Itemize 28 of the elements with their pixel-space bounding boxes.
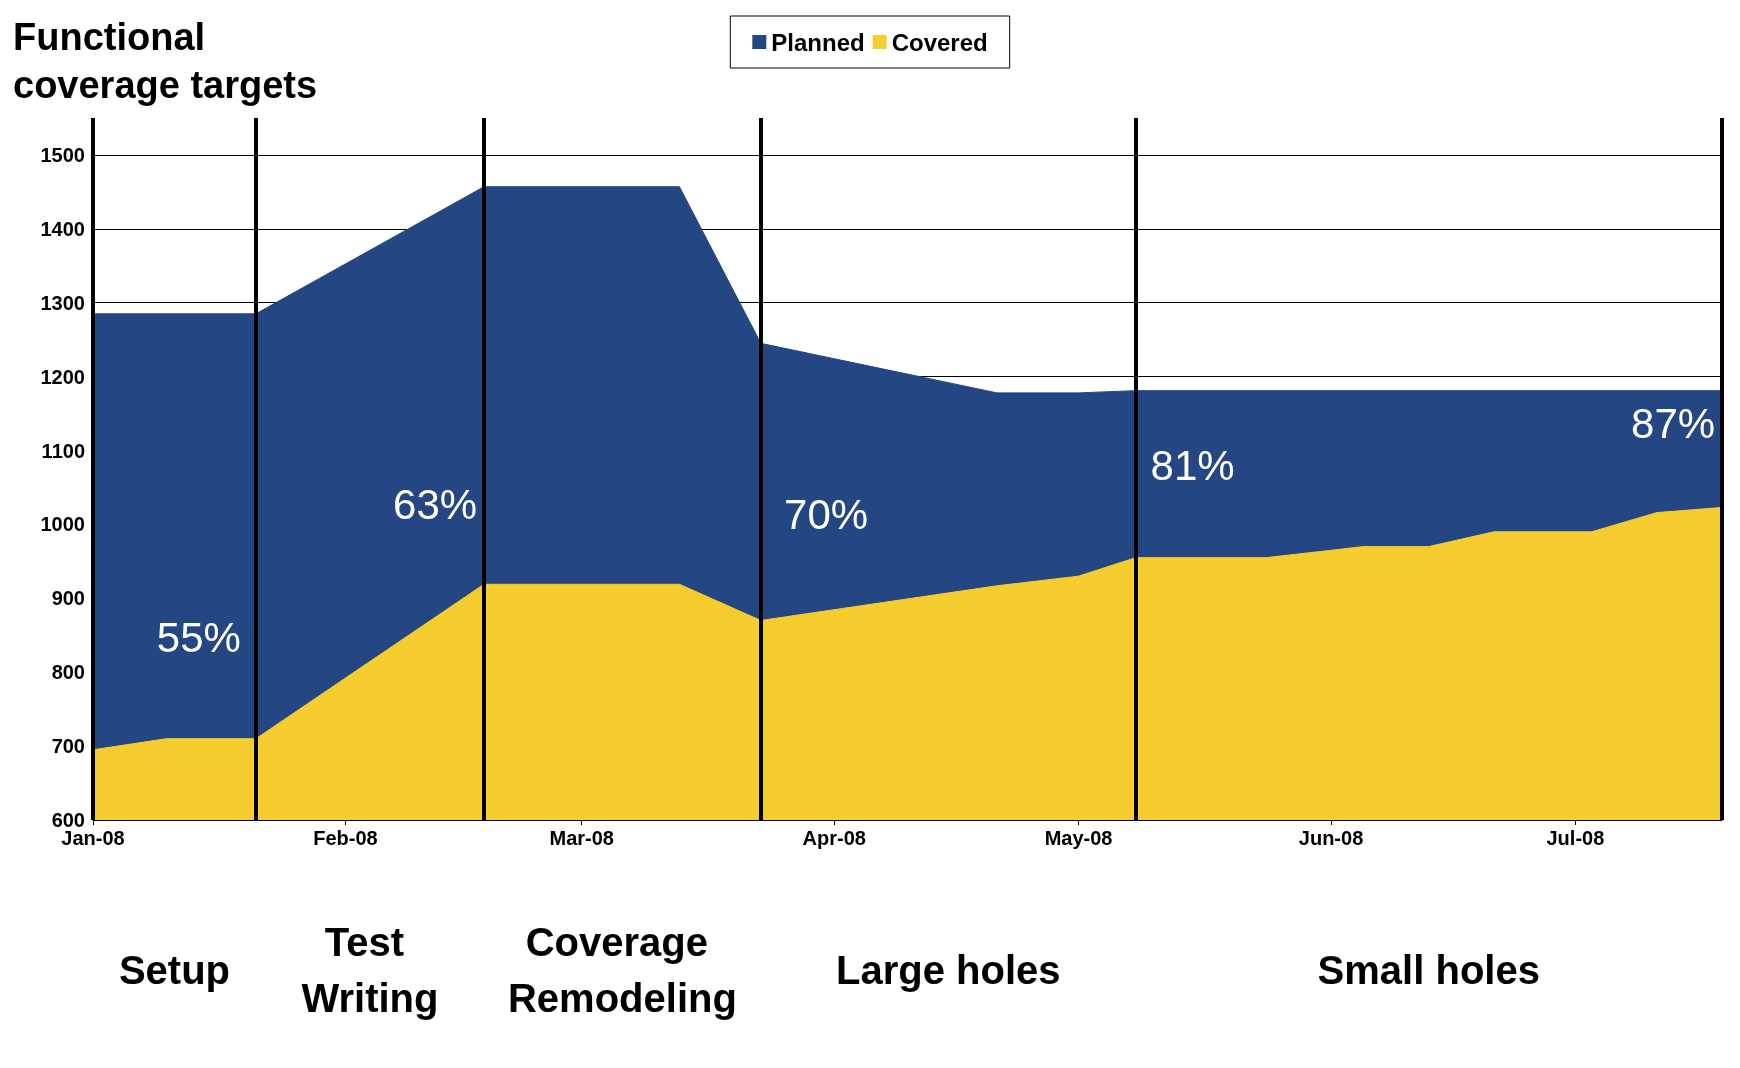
y-tick-label: 1400: [40, 217, 85, 240]
y-tick-label: 1200: [40, 365, 85, 388]
y-tick-label: 800: [51, 661, 85, 684]
text: Test Writing: [301, 920, 439, 1020]
x-tick-label: Jul-08: [1546, 827, 1605, 849]
annotation: 70%: [784, 491, 869, 539]
chart-title: Functional coverage targets: [13, 16, 318, 106]
y-tick-label: 700: [51, 735, 85, 758]
annotation: 81%: [1150, 441, 1235, 489]
text: Large holes: [835, 948, 1061, 992]
x-tick-label: Apr-08: [802, 827, 866, 849]
text: Coverage Remodeling: [507, 920, 737, 1020]
legend-label: Planned: [771, 28, 865, 56]
annotation: 87%: [1631, 399, 1716, 447]
y-tick-label: 1500: [40, 143, 85, 166]
x-tick-label: Mar-08: [549, 827, 614, 849]
annotation: 63%: [393, 480, 478, 528]
annotation: 55%: [156, 613, 241, 661]
y-tick-label: 1300: [40, 291, 85, 314]
y-tick-label: 900: [51, 587, 85, 610]
y-tick-label: 1000: [40, 513, 85, 536]
x-tick-label: Feb-08: [313, 827, 378, 849]
text: Small holes: [1317, 948, 1540, 992]
x-tick-label: Jun-08: [1298, 827, 1364, 849]
text: Setup: [118, 948, 231, 992]
legend-label: Covered: [891, 28, 988, 56]
x-tick-label: May-08: [1044, 827, 1113, 849]
y-tick-label: 1100: [41, 439, 85, 462]
